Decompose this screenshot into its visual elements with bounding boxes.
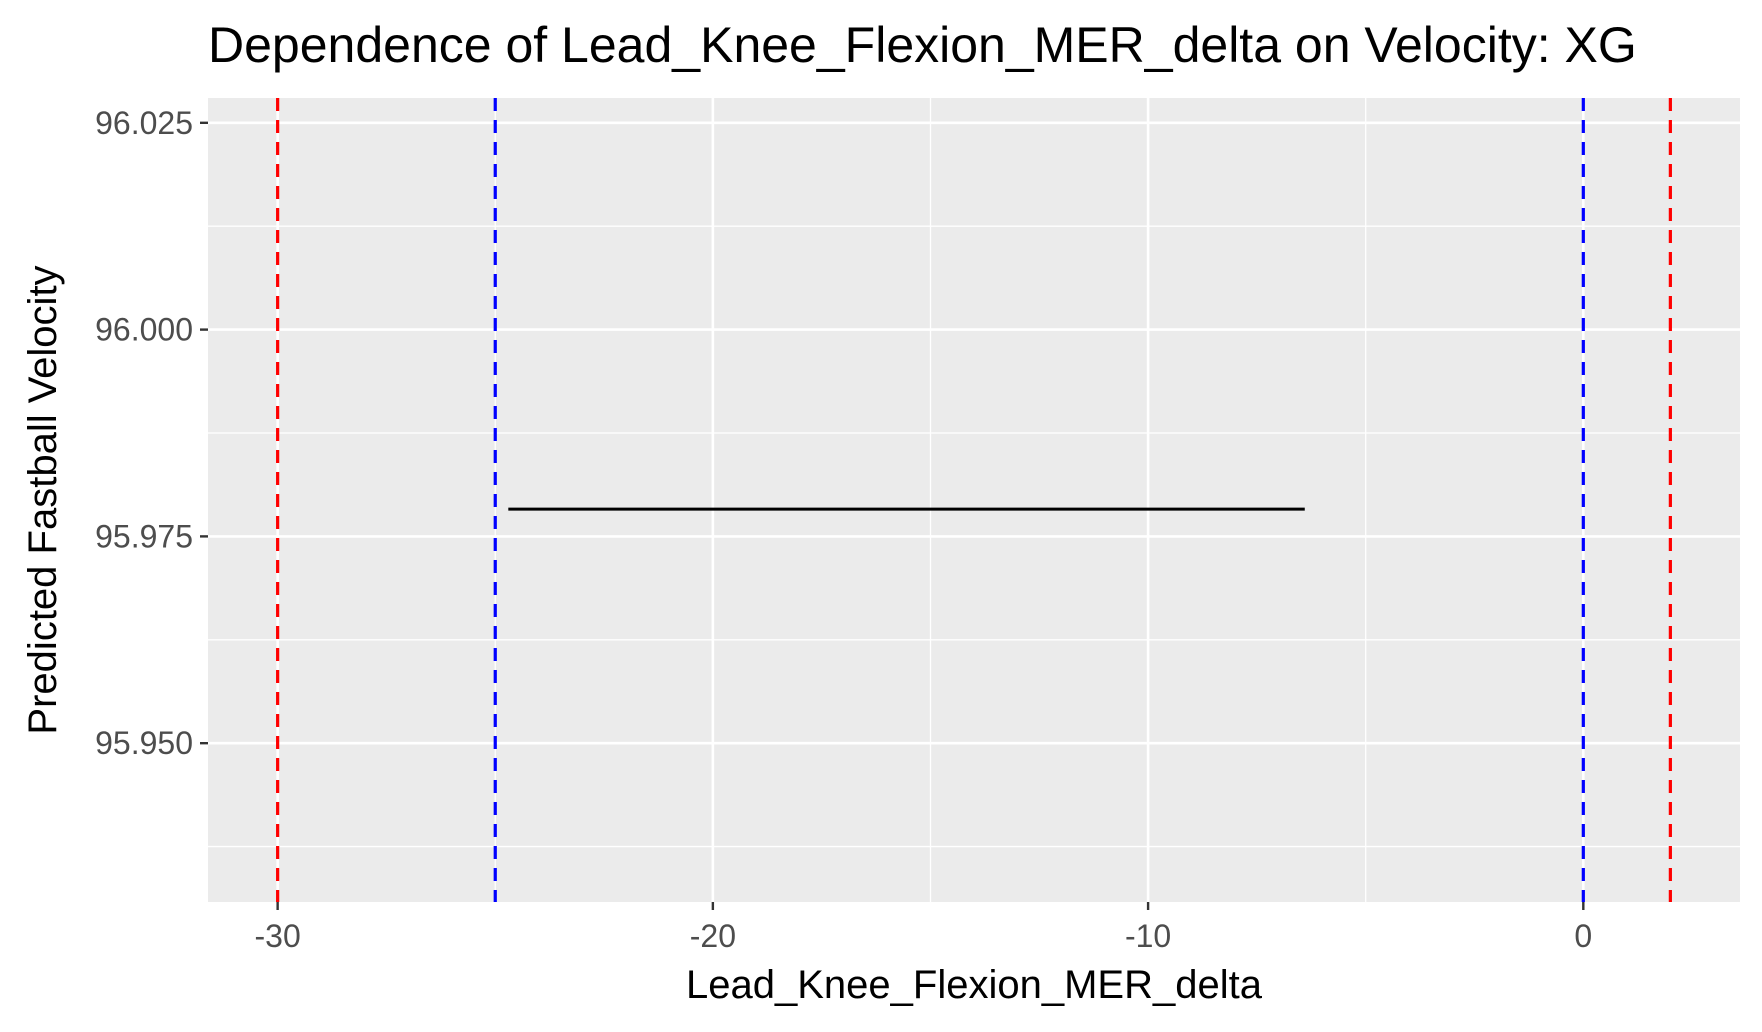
x-axis-ticks: -30 -20 -10 0 <box>255 902 1592 954</box>
x-tick-label: -20 <box>690 918 736 954</box>
y-axis-ticks: 95.950 95.975 96.000 96.025 <box>95 105 208 761</box>
y-tick-label: 95.975 <box>95 518 193 554</box>
x-tick-label: -30 <box>255 918 301 954</box>
reference-lines <box>276 98 1672 902</box>
y-tick-label: 96.025 <box>95 105 193 141</box>
major-gridlines-y <box>208 121 1740 745</box>
y-tick-label: 96.000 <box>95 312 193 348</box>
y-axis-title: Predicted Fastball Velocity <box>21 265 65 734</box>
plot-panel <box>208 98 1740 902</box>
minor-gridlines-y <box>208 225 1740 848</box>
x-tick-label: 0 <box>1574 918 1592 954</box>
y-tick-label: 95.950 <box>95 725 193 761</box>
x-axis-title: Lead_Knee_Flexion_MER_delta <box>686 963 1263 1007</box>
x-tick-label: -10 <box>1125 918 1171 954</box>
chart-title: Dependence of Lead_Knee_Flexion_MER_delt… <box>208 17 1637 73</box>
